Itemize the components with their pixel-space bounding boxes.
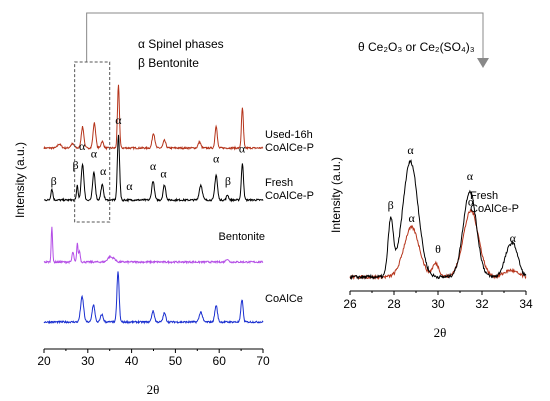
right-x-axis: 26 28 30 32 34 <box>343 290 533 311</box>
peak-annotation: α <box>468 195 475 209</box>
x-tick-label-60: 60 <box>213 354 227 368</box>
legend-beta: β Bentonite <box>138 56 199 70</box>
x-tick-label-20: 20 <box>37 354 51 368</box>
x-tick-label-30: 30 <box>81 354 95 368</box>
left-xrd-panel: Used-16hCoAlCe-PFreshCoAlCe-Pββααααααααβ… <box>13 61 314 397</box>
series-line-fresh-coalce-p <box>43 134 264 203</box>
zoom-box <box>74 61 111 223</box>
peak-annotation: α <box>91 147 98 161</box>
series-line-bentonite <box>43 226 264 265</box>
series-label: CoAlCe <box>265 293 303 305</box>
peak-annotation: α <box>467 169 474 183</box>
left-y-axis-label: Intensity (a.u.) <box>13 142 27 218</box>
zoom-arrow <box>86 12 489 68</box>
series-label: CoAlCe-P <box>265 190 314 202</box>
zoom-connector <box>86 12 484 62</box>
series-line-used-16h-coalce-p <box>43 84 264 151</box>
legend-alpha: α Spinel phases <box>138 37 224 51</box>
series-label: Used-16h <box>470 0 518 3</box>
peak-annotation: α <box>150 159 157 173</box>
x-tick-label-50: 50 <box>169 354 183 368</box>
x-tick-label-32: 32 <box>475 297 489 311</box>
peak-annotation: α <box>115 113 122 127</box>
peak-annotation: α <box>407 143 414 157</box>
x-tick-label-70: 70 <box>256 354 270 368</box>
x-tick-label-30: 30 <box>431 297 445 311</box>
peak-annotation: β <box>388 198 394 212</box>
peak-annotation: α <box>213 152 220 166</box>
peak-annotation: θ <box>435 242 441 256</box>
series-line-coalce <box>43 271 264 325</box>
x-tick-label-28: 28 <box>387 297 401 311</box>
peak-annotation: β <box>51 174 57 188</box>
left-plot-area: Used-16hCoAlCe-PFreshCoAlCe-Pββααααααααβ… <box>43 61 314 325</box>
right-x-axis-label: 2θ <box>434 325 447 340</box>
peak-annotation: α <box>126 179 133 193</box>
left-x-axis-label: 2θ <box>147 382 160 397</box>
peak-annotation: α <box>79 139 86 153</box>
series-label: CoAlCe-P <box>470 203 519 215</box>
legend-theta: θ Ce₂O₃ or Ce₂(SO₄)₃ <box>358 40 475 54</box>
series-label: Used-16h <box>265 129 313 141</box>
series-label: Bentonite <box>219 231 265 243</box>
left-x-axis: 20 30 40 50 60 70 <box>37 348 270 368</box>
series-label: CoAlCe-P <box>265 142 314 154</box>
series-label: Fresh <box>265 177 293 189</box>
peak-annotation: α <box>239 142 246 156</box>
peak-annotation: α <box>510 231 517 245</box>
x-tick-label-26: 26 <box>343 297 357 311</box>
arrow-head <box>477 58 489 68</box>
right-y-axis-label: Intensity (a.u.) <box>329 157 343 233</box>
peak-annotation: β <box>72 158 78 172</box>
peak-annotation: α <box>160 167 167 181</box>
x-tick-label-34: 34 <box>519 297 533 311</box>
series-label: Fresh <box>470 190 498 202</box>
peak-annotation: α <box>408 211 415 225</box>
x-tick-label-40: 40 <box>125 354 139 368</box>
peak-annotation: α <box>100 164 107 178</box>
series-line-fresh-coalce-p <box>349 159 527 281</box>
series-label: CoAlCe-P <box>470 0 519 3</box>
peak-annotation: β <box>225 174 231 188</box>
